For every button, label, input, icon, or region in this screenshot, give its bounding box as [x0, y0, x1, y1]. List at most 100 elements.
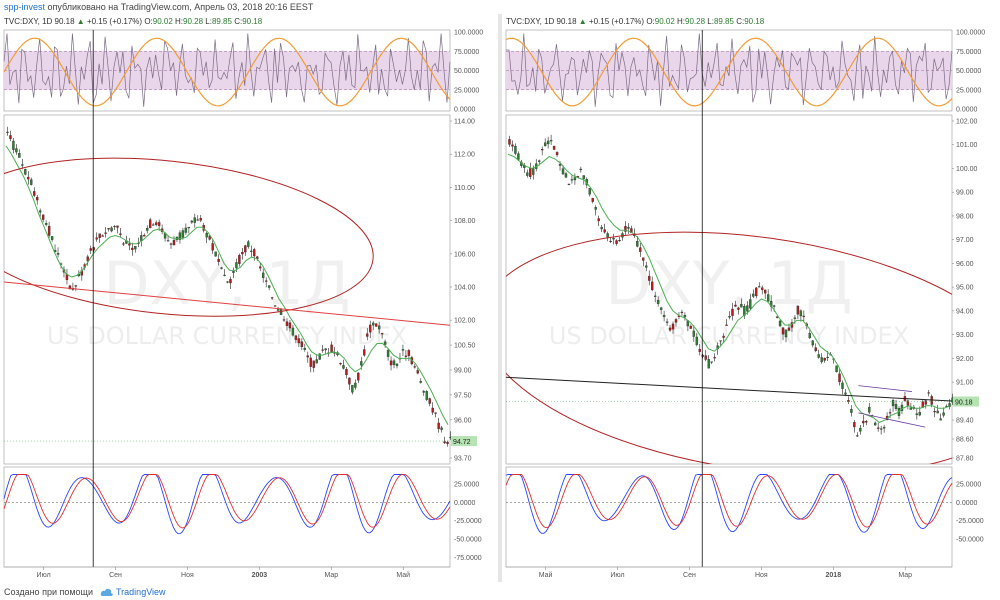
candle-body [324, 348, 327, 351]
candle-body [612, 238, 615, 240]
candle-body [270, 297, 274, 299]
candle-body [588, 188, 591, 195]
price-tick-label: 93.70 [454, 456, 472, 463]
candle-body [915, 413, 919, 416]
drawings-layer [506, 231, 952, 464]
candle-body [746, 305, 749, 312]
candle-body [226, 281, 229, 283]
legend-o-label: O: [144, 17, 152, 26]
legend-change: +0.15 (+0.17%) [87, 17, 144, 26]
candle-body [659, 307, 663, 310]
tradingview-link[interactable]: TradingView [116, 587, 166, 597]
candle-body [318, 353, 321, 360]
stoch-tick-label: 25.0000 [454, 482, 479, 489]
candle-body [389, 360, 393, 366]
candle-body [674, 319, 678, 323]
candle-body [33, 191, 36, 196]
candle-body [264, 280, 268, 282]
candle-body [615, 240, 618, 244]
chart-legend: TVC:DXY, 1D 90.18 ▲ +0.15 (+0.17%) O:90.… [4, 17, 263, 26]
candle-body [752, 293, 755, 297]
candle-body [300, 341, 304, 348]
rsi-tick-label: 25.0000 [454, 87, 479, 94]
stoch-tick-label: -50.0000 [956, 537, 984, 544]
candle-body [262, 272, 265, 279]
legend-high: 90.28 [183, 17, 205, 26]
candle-body [817, 354, 820, 358]
chart-svg-left[interactable]: 100.0000 75.0000 50.0000 25.0000 0.0000 TVC:D… [0, 14, 498, 582]
candle-body [374, 323, 378, 327]
candle-body [428, 398, 431, 404]
candle-body [21, 164, 24, 166]
price-tick-label: 96.00 [454, 417, 472, 424]
candle-body [651, 281, 654, 291]
rsi-tick-label: 25.0000 [956, 87, 981, 94]
candle-body [250, 250, 253, 252]
chart-panel-left[interactable]: 100.0000 75.0000 50.0000 25.0000 0.0000 TVC:D… [0, 14, 498, 582]
x-tick-label: Июл [610, 572, 624, 579]
legend-o-label: O: [646, 17, 654, 26]
candle-body [354, 382, 357, 388]
candle-body [386, 350, 390, 357]
candle-body [110, 227, 113, 232]
price-tick-label: 93.00 [956, 332, 974, 339]
candle-body [366, 333, 369, 337]
symbol-watermark-sub: US DOLLAR CURRENCY INDEX [549, 322, 909, 350]
candle-body [511, 144, 514, 147]
legend-last: 90.18 [557, 17, 579, 26]
price-tick-label: 99.00 [454, 368, 472, 375]
candle-body [868, 406, 871, 413]
candle-body [764, 289, 767, 294]
candle-body [6, 131, 9, 133]
candle-body [401, 349, 405, 351]
rsi-slow-line [3, 37, 451, 107]
legend-open: 90.02 [655, 17, 677, 26]
price-tick-label: 87.80 [956, 456, 974, 463]
candle-body [597, 218, 600, 222]
candle-body [933, 411, 936, 413]
chart-panel-right[interactable]: 100.0000 75.0000 50.0000 25.0000 0.0000 TVC:D… [502, 14, 1000, 582]
trend-line [858, 385, 912, 392]
ellipse-drawing [4, 157, 374, 317]
candle-body [56, 253, 60, 255]
candle-body [936, 410, 939, 414]
panel-divider[interactable] [498, 14, 502, 582]
candle-body [552, 146, 556, 150]
candle-body [734, 304, 737, 307]
candle-body [342, 365, 345, 369]
candle-body [36, 196, 39, 201]
chart-svg-right[interactable]: 100.0000 75.0000 50.0000 25.0000 0.0000 TVC:D… [502, 14, 1000, 582]
candle-body [223, 274, 226, 276]
candle-body [865, 421, 868, 423]
candle-body [303, 347, 307, 350]
candle-body [882, 426, 886, 429]
price-tick-label: 92.00 [956, 356, 974, 363]
candle-body [244, 245, 247, 253]
candle-body [695, 336, 698, 345]
candle-body [600, 227, 603, 230]
last-price-label: 90.18 [955, 400, 973, 407]
moving-average-line [5, 145, 449, 426]
candle-body [348, 377, 351, 385]
candle-body [190, 220, 194, 223]
candle-body [731, 308, 734, 316]
candle-body [656, 300, 660, 304]
stoch-tick-label: -75.0000 [454, 555, 482, 562]
candle-body [211, 243, 214, 251]
stoch-d-line [3, 474, 451, 529]
footer: Создано при помощи TradingView [0, 584, 1000, 600]
candle-body [309, 357, 312, 367]
candle-body [758, 286, 761, 288]
candle-body [92, 247, 95, 251]
candle-body [725, 324, 728, 326]
author-link[interactable]: spp-invest [4, 2, 46, 12]
legend-l-label: L: [205, 17, 212, 26]
candle-body [606, 233, 609, 238]
candle-body [894, 404, 898, 410]
candle-body [698, 348, 701, 352]
price-tick-label: 100.00 [956, 166, 978, 173]
candle-body [306, 355, 309, 358]
candle-body [811, 340, 814, 346]
candle-body [184, 227, 188, 233]
candle-body [704, 355, 707, 360]
